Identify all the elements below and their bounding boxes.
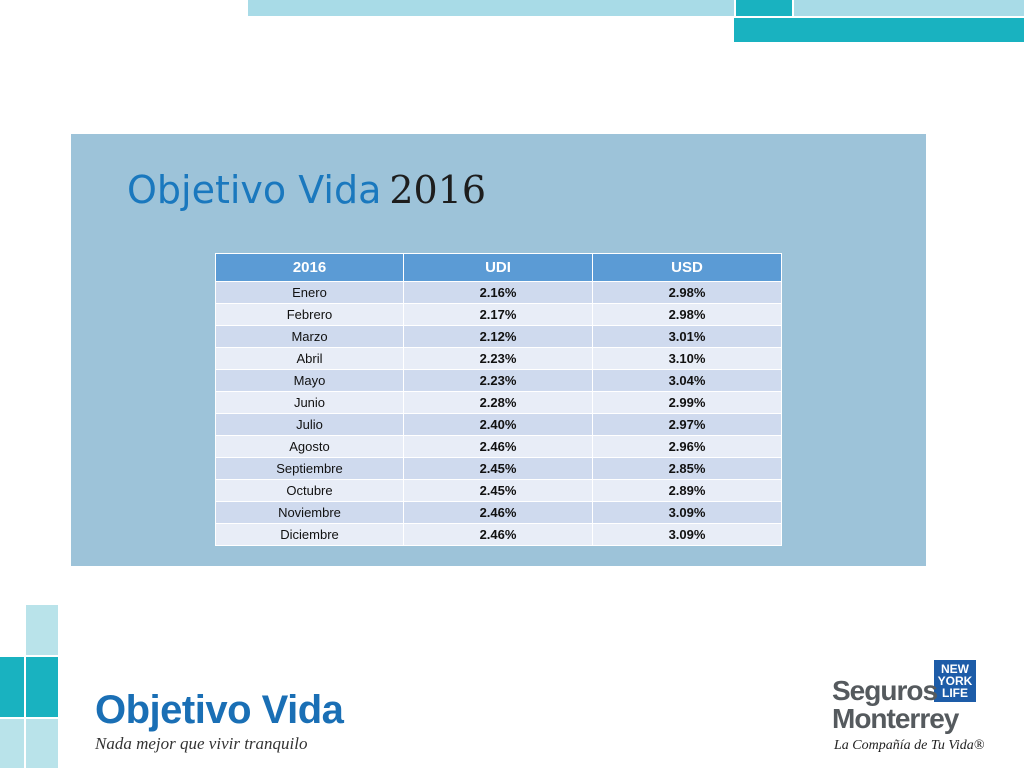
cell-usd: 2.98% <box>592 303 782 326</box>
slide-title-name: Objetivo Vida <box>127 168 382 212</box>
brand-tagline: Nada mejor que vivir tranquilo <box>95 734 308 753</box>
cell-udi: 2.45% <box>403 457 593 480</box>
badge-line: YORK <box>937 674 973 688</box>
cell-udi: 2.40% <box>403 413 593 436</box>
seguros-monterrey-logo: NEW YORK LIFE Seguros Monterrey La Compa… <box>832 658 992 758</box>
table-row: Enero 2.16% 2.98% <box>215 281 782 304</box>
table-row: Septiembre 2.45% 2.85% <box>215 457 782 480</box>
column-header-usd: USD <box>592 253 782 282</box>
cell-month: Junio <box>215 391 404 414</box>
cell-usd: 3.09% <box>592 523 782 546</box>
cell-month: Septiembre <box>215 457 404 480</box>
cell-month: Mayo <box>215 369 404 392</box>
table-row: Marzo 2.12% 3.01% <box>215 325 782 348</box>
slide-panel: Objetivo Vida 2016 2016 UDI USD Enero 2.1… <box>71 134 926 566</box>
table-row: Agosto 2.46% 2.96% <box>215 435 782 458</box>
cell-udi: 2.46% <box>403 501 593 524</box>
badge-line: LIFE <box>942 686 968 700</box>
cell-usd: 2.98% <box>592 281 782 304</box>
cell-udi: 2.17% <box>403 303 593 326</box>
table-row: Mayo 2.23% 3.04% <box>215 369 782 392</box>
cell-usd: 2.85% <box>592 457 782 480</box>
cell-udi: 2.46% <box>403 523 593 546</box>
table-row: Julio 2.40% 2.97% <box>215 413 782 436</box>
badge-line: NEW <box>941 662 969 676</box>
cell-month: Octubre <box>215 479 404 502</box>
table-row: Noviembre 2.46% 3.09% <box>215 501 782 524</box>
cell-month: Julio <box>215 413 404 436</box>
cell-month: Noviembre <box>215 501 404 524</box>
table-row: Febrero 2.17% 2.98% <box>215 303 782 326</box>
cell-usd: 2.99% <box>592 391 782 414</box>
cell-udi: 2.12% <box>403 325 593 348</box>
cell-udi: 2.45% <box>403 479 593 502</box>
cell-usd: 3.10% <box>592 347 782 370</box>
slide-title-year: 2016 <box>389 168 487 212</box>
cell-usd: 2.97% <box>592 413 782 436</box>
cell-month: Diciembre <box>215 523 404 546</box>
corner-decor-square <box>0 657 24 717</box>
table-header-row: 2016 UDI USD <box>215 253 782 282</box>
logo-word-monterrey: Monterrey <box>832 703 959 734</box>
cell-month: Agosto <box>215 435 404 458</box>
table-row: Junio 2.28% 2.99% <box>215 391 782 414</box>
corner-decor-square <box>26 657 58 717</box>
cell-udi: 2.16% <box>403 281 593 304</box>
table-row: Diciembre 2.46% 3.09% <box>215 523 782 546</box>
corner-decor-square <box>26 605 58 655</box>
cell-month: Febrero <box>215 303 404 326</box>
new-york-life-badge: NEW YORK LIFE <box>934 660 976 702</box>
corner-decor-square <box>26 719 58 768</box>
column-header-year: 2016 <box>215 253 404 282</box>
top-decor-bar-light-right <box>794 0 1024 16</box>
logo-tagline: La Compañía de Tu Vida® <box>834 738 985 753</box>
cell-month: Enero <box>215 281 404 304</box>
cell-usd: 3.01% <box>592 325 782 348</box>
cell-usd: 3.09% <box>592 501 782 524</box>
top-decor-bar-light <box>248 0 734 16</box>
cell-udi: 2.23% <box>403 369 593 392</box>
slide-title: Objetivo Vida 2016 <box>127 168 486 213</box>
cell-usd: 2.96% <box>592 435 782 458</box>
table-row: Octubre 2.45% 2.89% <box>215 479 782 502</box>
logo-word-seguros: Seguros <box>832 675 938 706</box>
rates-table: 2016 UDI USD Enero 2.16% 2.98% Febrero 2… <box>215 253 782 546</box>
brand-block: Objetivo Vida Nada mejor que vivir tranq… <box>95 688 344 754</box>
cell-month: Marzo <box>215 325 404 348</box>
table-row: Abril 2.23% 3.10% <box>215 347 782 370</box>
cell-udi: 2.28% <box>403 391 593 414</box>
top-decor-bar-teal <box>734 18 1024 42</box>
brand-name: Objetivo Vida <box>95 688 344 732</box>
cell-udi: 2.46% <box>403 435 593 458</box>
cell-udi: 2.23% <box>403 347 593 370</box>
cell-usd: 3.04% <box>592 369 782 392</box>
cell-usd: 2.89% <box>592 479 782 502</box>
top-decor-bar-teal-small <box>736 0 792 16</box>
corner-decor-square <box>0 719 24 768</box>
column-header-udi: UDI <box>403 253 593 282</box>
cell-month: Abril <box>215 347 404 370</box>
